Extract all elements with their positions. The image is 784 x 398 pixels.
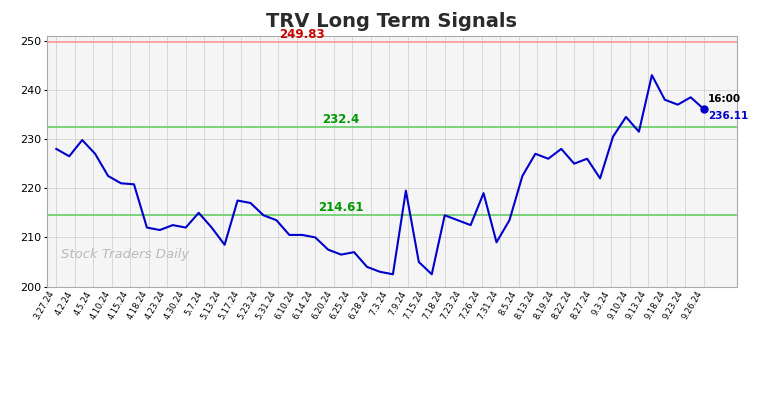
- Title: TRV Long Term Signals: TRV Long Term Signals: [267, 12, 517, 31]
- Text: 214.61: 214.61: [318, 201, 364, 214]
- Text: 232.4: 232.4: [322, 113, 360, 126]
- Text: 249.83: 249.83: [279, 27, 325, 41]
- Text: 16:00: 16:00: [708, 94, 742, 104]
- Text: 236.11: 236.11: [708, 111, 749, 121]
- Text: Stock Traders Daily: Stock Traders Daily: [61, 248, 189, 261]
